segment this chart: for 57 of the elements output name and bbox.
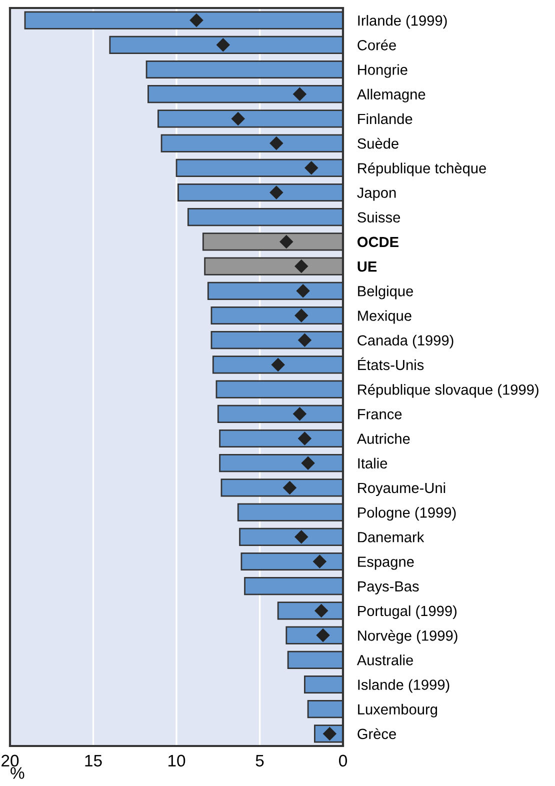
y-tick-label: Canada (1999) xyxy=(358,334,454,348)
point xyxy=(313,554,326,568)
y-tick-label: Mexique xyxy=(358,310,412,324)
point xyxy=(270,136,283,150)
y-tick-label: Irlande (1999) xyxy=(358,15,447,29)
y-tick-label: Suisse xyxy=(358,212,400,223)
y-tick-label: Belgique xyxy=(358,286,413,300)
point xyxy=(190,14,204,27)
y-tick-label: Hongrie xyxy=(358,64,408,78)
y-tick-label: Corée xyxy=(358,39,396,50)
y-tick-label: États-Unis xyxy=(358,357,424,370)
y-tick-label: Danemark xyxy=(358,532,424,542)
y-tick-label: Japon xyxy=(357,188,396,201)
y-tick-label: République tchèque xyxy=(358,162,486,176)
point xyxy=(271,358,285,372)
point xyxy=(316,628,330,642)
point xyxy=(298,432,312,446)
y-tick-label: OCDE xyxy=(357,236,398,248)
y-tick-label: Grèce xyxy=(358,728,396,740)
y-tick-label: Pologne (1999) xyxy=(358,507,456,521)
point xyxy=(283,481,296,494)
y-tick-label: France xyxy=(358,409,402,420)
y-tick-label: UE xyxy=(358,262,377,272)
point xyxy=(301,456,315,470)
y-tick-label: Royaume-Uni xyxy=(358,482,446,496)
x-axis-title: % xyxy=(10,767,24,779)
y-tick-label: Finlande xyxy=(358,113,412,124)
point xyxy=(293,88,306,101)
y-tick-label: Islande (1999) xyxy=(358,679,450,693)
point xyxy=(232,112,245,126)
x-tick-label: 20 xyxy=(2,754,19,767)
y-tick-label: Portugal (1999) xyxy=(358,605,457,620)
point xyxy=(294,530,308,544)
point xyxy=(294,260,308,273)
x-tick-label: 5 xyxy=(256,754,264,767)
y-tick-label: Autriche xyxy=(356,433,410,444)
point xyxy=(216,38,230,52)
point xyxy=(294,308,308,322)
point xyxy=(280,235,293,248)
y-tick-label: République slovaque (1999) xyxy=(358,384,538,398)
y-tick-label: Australie xyxy=(356,654,413,666)
x-tick-label: 0 xyxy=(339,754,347,767)
x-tick-label: 15 xyxy=(85,754,102,767)
point xyxy=(293,407,306,420)
x-tick-label: 10 xyxy=(168,754,186,767)
point xyxy=(298,334,312,347)
y-tick-label: Allemagne xyxy=(356,88,426,102)
y-tick-label: Italie xyxy=(358,458,388,469)
point xyxy=(296,284,310,298)
y-tick-label: Suède xyxy=(358,138,398,149)
y-tick-label: Pays-Bas xyxy=(358,581,419,594)
point xyxy=(304,161,318,174)
point xyxy=(314,604,328,618)
y-tick-label: Luxembourg xyxy=(358,704,438,718)
point xyxy=(270,186,283,200)
y-tick-label: Norvège (1999) xyxy=(358,630,458,644)
y-tick-label: Espagne xyxy=(358,556,414,570)
